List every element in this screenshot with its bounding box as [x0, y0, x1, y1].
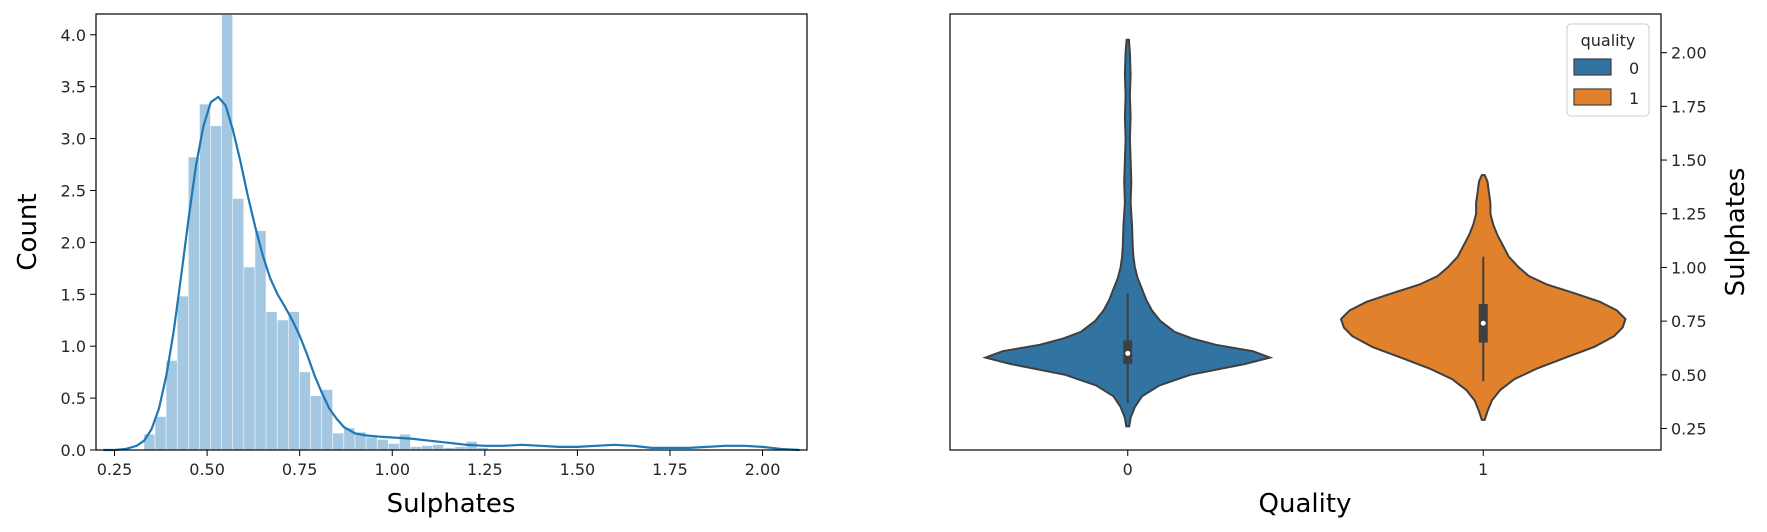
histogram-bar	[377, 439, 388, 450]
histogram-bars	[144, 15, 488, 451]
y-tick-label: 1.25	[1671, 205, 1707, 224]
y-tick-label: 0.0	[61, 441, 86, 460]
y-tick-label: 3.5	[61, 78, 86, 97]
y-tick-label: 0.50	[1671, 366, 1707, 385]
histogram-bar	[421, 445, 433, 450]
histogram-bar	[388, 443, 400, 450]
y-tick-label: 1.50	[1671, 151, 1707, 170]
histogram-bar	[333, 433, 344, 450]
violin-axes-frame	[949, 13, 1662, 451]
y-tick-label: 1.5	[61, 285, 86, 304]
legend-label-0: 0	[1629, 59, 1639, 78]
histogram-bar	[144, 434, 155, 450]
legend-swatch-1	[1573, 88, 1612, 106]
y-tick-label: 2.00	[1671, 44, 1707, 63]
x-tick-label: 1.50	[560, 460, 596, 479]
histogram-bar	[221, 15, 233, 451]
histogram-y-ticks: 0.0 0.5 1.0 1.5 2.0 2.5 3.0 3.5 4.0	[61, 26, 96, 460]
histogram-bar	[355, 432, 366, 450]
histogram-bar	[288, 311, 300, 450]
histogram-bar	[299, 372, 311, 450]
histogram-bar	[277, 320, 288, 450]
legend-label-1: 1	[1629, 89, 1639, 108]
kde-curve	[103, 95, 800, 452]
x-tick-label: 0.50	[189, 460, 225, 479]
histogram-bar	[155, 416, 166, 450]
histogram-bar	[188, 157, 200, 450]
violin-bodies	[982, 38, 1627, 428]
legend-title: quality	[1581, 31, 1636, 50]
x-tick-label: 0.75	[282, 460, 318, 479]
y-tick-label: 0.25	[1671, 420, 1707, 439]
legend: quality 0 1	[1566, 23, 1650, 117]
x-tick-label: 2.00	[745, 460, 781, 479]
y-tick-label: 1.0	[61, 337, 86, 356]
y-tick-label: 2.0	[61, 233, 86, 252]
histogram-bar	[210, 126, 222, 450]
x-tick-label: 0.25	[97, 460, 133, 479]
histogram-bar	[177, 296, 188, 450]
histogram-x-axis-label: Sulphates	[387, 489, 516, 519]
histogram-bar	[410, 446, 422, 450]
histogram-bar	[199, 104, 211, 451]
histogram-bar	[444, 447, 455, 450]
y-tick-label: 2.5	[61, 181, 86, 200]
violin-x-axis-label: Quality	[1259, 489, 1352, 519]
histogram-bar	[255, 230, 266, 450]
histogram-bar	[455, 446, 466, 450]
x-tick-label: 0	[1123, 460, 1133, 479]
x-tick-label: 1.25	[467, 460, 503, 479]
histogram-bar	[244, 267, 255, 450]
y-tick-label: 0.75	[1671, 312, 1707, 331]
x-tick-label: 1.75	[652, 460, 688, 479]
histogram-bar	[233, 198, 244, 450]
histogram-bar	[366, 437, 377, 450]
y-tick-label: 4.0	[61, 26, 86, 45]
y-tick-label: 1.00	[1671, 258, 1707, 277]
violin-body	[982, 38, 1274, 428]
histogram-bar	[266, 311, 277, 450]
histogram-x-ticks: 0.25 0.50 0.75 1.00 1.25 1.50 1.75 2.00	[97, 450, 781, 479]
violin-median-dot	[1125, 350, 1131, 356]
violin-y-ticks: 0.25 0.50 0.75 1.00 1.25 1.50 1.75 2.00	[1661, 44, 1707, 439]
histogram-bar	[399, 434, 411, 450]
histogram-bar	[432, 444, 444, 450]
violin-median-dot	[1480, 320, 1486, 326]
histogram-axes-frame	[95, 13, 808, 451]
histogram-bar	[344, 428, 355, 450]
histogram-bar	[310, 396, 322, 450]
y-tick-label: 1.75	[1671, 97, 1707, 116]
histogram-y-axis-label: Count	[13, 193, 43, 270]
violin-y-axis-label: Sulphates	[1721, 168, 1751, 297]
histogram-bar	[477, 447, 488, 450]
y-tick-label: 0.5	[61, 389, 86, 408]
histogram-bar	[321, 389, 333, 450]
y-tick-label: 3.0	[61, 130, 86, 149]
legend-swatch-0	[1573, 58, 1612, 76]
histogram-panel: 0.25 0.50 0.75 1.00 1.25 1.50 1.75 2.00 0.0 0.5 1…	[13, 13, 808, 519]
x-tick-label: 1	[1478, 460, 1488, 479]
x-tick-label: 1.00	[374, 460, 410, 479]
histogram-bar	[166, 360, 177, 450]
